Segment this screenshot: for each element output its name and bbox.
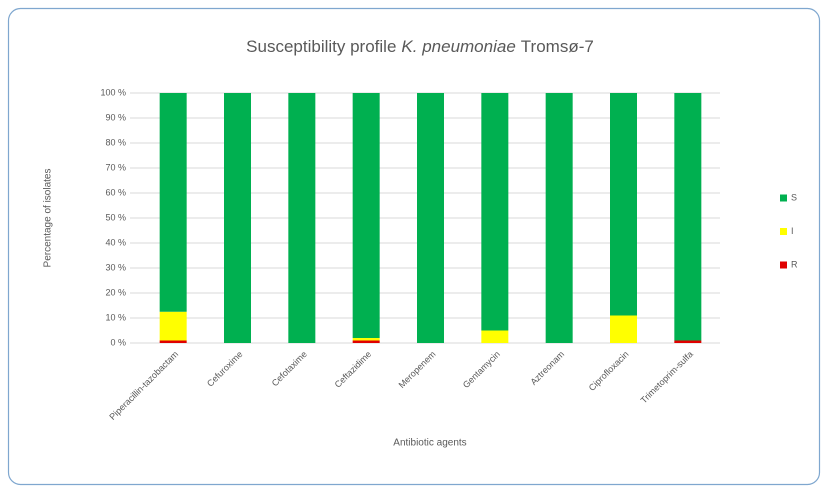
bar-segment	[352, 338, 380, 341]
y-tick-label: 20 %	[105, 287, 126, 297]
bar-segment	[159, 93, 187, 312]
x-axis-label: Antibiotic agents	[393, 438, 466, 449]
y-tick-label: 60 %	[105, 187, 126, 197]
bar-segment	[481, 93, 509, 331]
legend-swatch	[780, 228, 787, 235]
y-tick-label: 30 %	[105, 262, 126, 272]
legend-swatch	[780, 194, 787, 202]
bar-segment	[610, 315, 637, 343]
bar-segment	[288, 93, 316, 343]
y-tick-label: 100 %	[100, 87, 126, 97]
bar-segment	[674, 340, 702, 343]
legend-label: R	[791, 259, 798, 269]
y-tick-label: 50 %	[105, 212, 126, 222]
y-tick-label: 10 %	[105, 312, 126, 322]
bar-segment	[224, 93, 251, 343]
y-tick-label: 80 %	[105, 137, 126, 147]
chart-title: Susceptibility profile K. pneumoniae Troms…	[246, 37, 594, 56]
bar-segment	[481, 330, 509, 343]
bar-segment	[352, 93, 380, 338]
title-part: K. pneumoniae	[401, 37, 515, 56]
y-axis-label: Percentage of isolates	[43, 169, 54, 268]
title-part: Tromsø-7	[521, 37, 594, 56]
bar-segment	[352, 340, 380, 343]
y-tick-label: 40 %	[105, 237, 126, 247]
y-tick-label: 70 %	[105, 162, 126, 172]
y-tick-label: 0 %	[110, 337, 126, 347]
y-tick-label: 90 %	[105, 112, 126, 122]
bar-segment	[159, 340, 187, 343]
bar-segment	[417, 93, 444, 343]
bar-segment	[610, 93, 637, 316]
bar-segment	[545, 93, 573, 343]
bar-segment	[159, 311, 187, 341]
legend-label: S	[791, 192, 797, 202]
legend-label: I	[791, 226, 794, 236]
bar-segment	[674, 93, 702, 341]
title-part: Susceptibility profile	[246, 37, 396, 56]
legend-swatch	[780, 261, 787, 269]
